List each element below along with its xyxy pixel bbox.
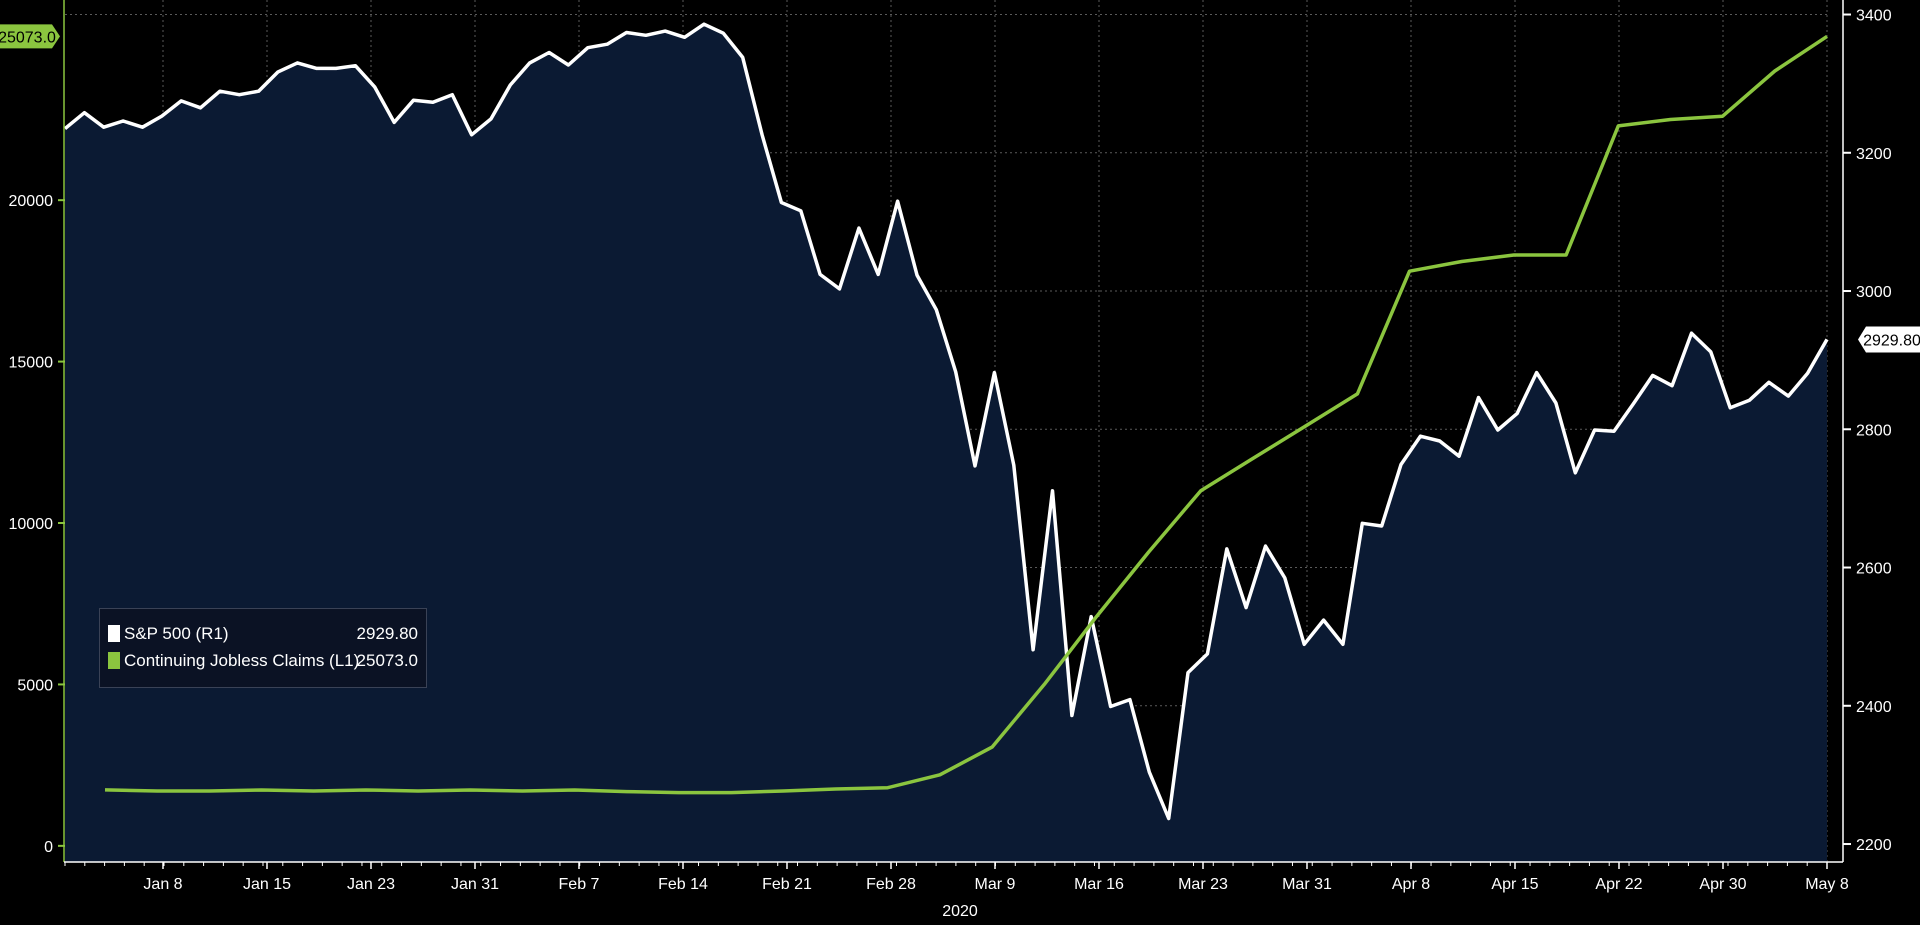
- left-tick-label: 0: [44, 839, 53, 856]
- x-tick-label: May 8: [1805, 876, 1849, 893]
- x-tick-label: Mar 9: [975, 876, 1016, 893]
- x-tick-label: Jan 23: [347, 876, 395, 893]
- right-tick-label: 2600: [1856, 561, 1892, 578]
- x-tick-label: Apr 30: [1699, 876, 1746, 893]
- legend-swatch-white: [108, 625, 120, 642]
- series-lines: [63, 22, 1829, 821]
- legend-swatch-green: [108, 652, 120, 669]
- x-tick-label: Jan 31: [451, 876, 499, 893]
- right-value-tag: [1858, 326, 1920, 353]
- x-tick-label: Mar 16: [1074, 876, 1124, 893]
- left-tick-label: 5000: [17, 677, 53, 694]
- x-tick-label: Feb 28: [866, 876, 916, 893]
- legend-label-sp500: S&P 500 (R1): [124, 624, 229, 643]
- x-tick-label: Mar 23: [1178, 876, 1228, 893]
- tick-labels: 0 5000 10000 15000 20000 2200 2400 2600 2800 3000…: [9, 8, 1892, 920]
- right-tick-label: 3000: [1856, 284, 1892, 301]
- right-tick-label: 2200: [1856, 837, 1892, 854]
- right-value-tag-text: 2929.80: [1863, 333, 1920, 350]
- x-tick-label: Feb 14: [658, 876, 708, 893]
- left-tick-label: 15000: [9, 355, 54, 372]
- value-tags: 25073.0 2929.80: [0, 24, 1920, 353]
- jobless-claims-line: [104, 34, 1828, 795]
- x-tick-label: Feb 21: [762, 876, 812, 893]
- sp500-area: [65, 24, 1827, 862]
- right-tick-label: 3400: [1856, 8, 1892, 25]
- right-tick-label: 2400: [1856, 699, 1892, 716]
- sp500-line: [63, 22, 1829, 821]
- x-tick-label: Apr 15: [1491, 876, 1538, 893]
- left-tick-label: 20000: [9, 193, 54, 210]
- x-tick-label: Mar 31: [1282, 876, 1332, 893]
- legend-label-jobless-claims: Continuing Jobless Claims (L1): [124, 651, 360, 670]
- left-value-tag-text: 25073.0: [0, 29, 56, 46]
- legend-item-jobless-claims: Continuing Jobless Claims (L1): [108, 650, 359, 672]
- left-value-tag: [0, 24, 60, 49]
- x-tick-label: Feb 7: [559, 876, 600, 893]
- legend-value-jobless-claims: 25073.0: [356, 651, 418, 670]
- x-tick-label: Apr 8: [1392, 876, 1430, 893]
- legend: S&P 500 (R1) 2929.80 Continuing Jobless …: [99, 608, 427, 688]
- x-tick-label: Apr 22: [1595, 876, 1642, 893]
- x-tick-label: Jan 15: [243, 876, 291, 893]
- x-axis-label: 2020: [942, 903, 978, 920]
- axes: [58, 0, 1851, 869]
- x-tick-label: Jan 8: [143, 876, 182, 893]
- legend-item-sp500: S&P 500 (R1): [108, 623, 229, 645]
- right-tick-label: 3200: [1856, 146, 1892, 163]
- right-tick-label: 2800: [1856, 422, 1892, 439]
- left-tick-label: 10000: [9, 516, 54, 533]
- legend-value-sp500: 2929.80: [356, 624, 418, 643]
- sp500-area-fill: [65, 24, 1827, 862]
